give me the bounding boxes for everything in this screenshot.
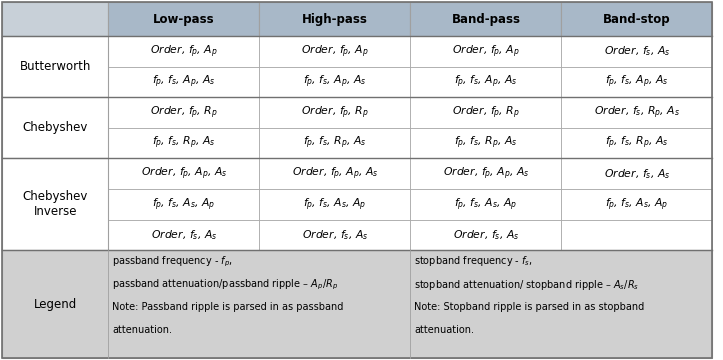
Bar <box>260 158 411 189</box>
Bar <box>561 2 712 36</box>
Text: $f_p$, $f_s$, $A_p$, $A_s$: $f_p$, $f_s$, $A_p$, $A_s$ <box>303 74 367 90</box>
Bar <box>2 67 108 97</box>
Bar <box>561 220 712 250</box>
Bar <box>260 2 411 36</box>
Bar <box>108 189 260 220</box>
Text: attenuation.: attenuation. <box>414 325 474 336</box>
Text: Low-pass: Low-pass <box>153 13 215 26</box>
Text: $f_p$, $f_s$, $R_p$, $A_s$: $f_p$, $f_s$, $R_p$, $A_s$ <box>152 135 215 151</box>
Bar <box>561 189 712 220</box>
Text: Order, $f_s$, $A_s$: Order, $f_s$, $A_s$ <box>301 228 368 242</box>
Text: High-pass: High-pass <box>302 13 368 26</box>
Bar <box>561 67 712 97</box>
Bar <box>108 97 260 128</box>
Text: $f_p$, $f_s$, $R_p$, $A_s$: $f_p$, $f_s$, $R_p$, $A_s$ <box>303 135 367 151</box>
Text: Order, $f_p$, $A_p$, $A_s$: Order, $f_p$, $A_p$, $A_s$ <box>291 166 378 182</box>
Text: $f_p$, $f_s$, $A_s$, $A_p$: $f_p$, $f_s$, $A_s$, $A_p$ <box>605 196 669 212</box>
Text: Order, $f_s$, $A_s$: Order, $f_s$, $A_s$ <box>604 44 670 58</box>
Bar <box>260 220 411 250</box>
Bar <box>108 2 260 36</box>
Text: Order, $f_p$, $A_p$: Order, $f_p$, $A_p$ <box>301 43 369 59</box>
Bar <box>260 128 411 158</box>
Bar <box>260 67 411 97</box>
Text: passband attenuation/passband ripple – $A_p$/$R_p$: passband attenuation/passband ripple – $… <box>112 278 338 292</box>
Bar <box>2 158 108 250</box>
Bar <box>411 128 561 158</box>
Bar <box>561 97 712 128</box>
Text: $f_p$, $f_s$, $R_p$, $A_s$: $f_p$, $f_s$, $R_p$, $A_s$ <box>605 135 669 151</box>
Text: Order, $f_p$, $A_p$: Order, $f_p$, $A_p$ <box>452 43 520 59</box>
Text: Note: Passband ripple is parsed in as passband: Note: Passband ripple is parsed in as pa… <box>112 302 344 312</box>
Bar <box>2 220 108 250</box>
Text: Chebyshev
Inverse: Chebyshev Inverse <box>22 190 88 219</box>
Text: Order, $f_p$, $A_p$, $A_s$: Order, $f_p$, $A_p$, $A_s$ <box>442 166 529 182</box>
Bar <box>2 189 108 220</box>
Bar <box>2 97 108 158</box>
Text: $f_p$, $f_s$, $A_p$, $A_s$: $f_p$, $f_s$, $A_p$, $A_s$ <box>605 74 669 90</box>
Bar <box>411 220 561 250</box>
Text: stopband frequency - $f_s$,: stopband frequency - $f_s$, <box>414 254 534 268</box>
Bar <box>2 2 108 36</box>
Bar <box>108 36 260 67</box>
Text: Order, $f_p$, $A_p$, $A_s$: Order, $f_p$, $A_p$, $A_s$ <box>140 166 227 182</box>
Text: attenuation.: attenuation. <box>112 325 172 336</box>
Bar <box>411 189 561 220</box>
Text: passband frequency - $f_p$,: passband frequency - $f_p$, <box>112 254 234 269</box>
Bar <box>2 128 108 158</box>
Text: Order, $f_p$, $R_p$: Order, $f_p$, $R_p$ <box>301 104 369 121</box>
Bar <box>108 158 260 189</box>
Bar <box>260 189 411 220</box>
Bar <box>561 36 712 67</box>
Bar <box>108 128 260 158</box>
Bar <box>108 67 260 97</box>
Text: $f_p$, $f_s$, $R_p$, $A_s$: $f_p$, $f_s$, $R_p$, $A_s$ <box>454 135 518 151</box>
Text: $f_p$, $f_s$, $A_p$, $A_s$: $f_p$, $f_s$, $A_p$, $A_s$ <box>454 74 518 90</box>
Text: Note: Stopband ripple is parsed in as stopband: Note: Stopband ripple is parsed in as st… <box>414 302 645 312</box>
Bar <box>2 158 108 189</box>
Text: Legend: Legend <box>33 298 77 311</box>
Text: Band-stop: Band-stop <box>603 13 671 26</box>
Text: Order, $f_s$, $A_s$: Order, $f_s$, $A_s$ <box>151 228 217 242</box>
Text: Chebyshev: Chebyshev <box>22 121 88 134</box>
Bar <box>2 97 108 128</box>
Text: Order, $f_s$, $R_p$, $A_s$: Order, $f_s$, $R_p$, $A_s$ <box>594 104 680 121</box>
Text: Band-pass: Band-pass <box>451 13 521 26</box>
Text: $f_p$, $f_s$, $A_s$, $A_p$: $f_p$, $f_s$, $A_s$, $A_p$ <box>303 196 367 212</box>
Text: Order, $f_s$, $A_s$: Order, $f_s$, $A_s$ <box>604 167 670 181</box>
Bar <box>260 97 411 128</box>
Text: Order, $f_s$, $A_s$: Order, $f_s$, $A_s$ <box>453 228 519 242</box>
Bar <box>411 2 561 36</box>
Bar <box>108 220 260 250</box>
Text: stopband attenuation/ stopband ripple – $A_s$/$R_s$: stopband attenuation/ stopband ripple – … <box>414 278 640 292</box>
Text: $f_p$, $f_s$, $A_p$, $A_s$: $f_p$, $f_s$, $A_p$, $A_s$ <box>152 74 215 90</box>
Text: $f_p$, $f_s$, $A_s$, $A_p$: $f_p$, $f_s$, $A_s$, $A_p$ <box>153 196 215 212</box>
Bar <box>561 158 712 189</box>
Text: Order, $f_p$, $A_p$: Order, $f_p$, $A_p$ <box>150 43 218 59</box>
Bar <box>2 36 108 97</box>
Bar <box>260 36 411 67</box>
Bar <box>411 36 561 67</box>
Text: Order, $f_p$, $R_p$: Order, $f_p$, $R_p$ <box>452 104 520 121</box>
Bar <box>411 67 561 97</box>
Text: $f_p$, $f_s$, $A_s$, $A_p$: $f_p$, $f_s$, $A_s$, $A_p$ <box>454 196 518 212</box>
Bar <box>411 97 561 128</box>
Text: Butterworth: Butterworth <box>20 60 91 73</box>
Bar <box>561 128 712 158</box>
Bar <box>411 158 561 189</box>
Text: Order, $f_p$, $R_p$: Order, $f_p$, $R_p$ <box>150 104 218 121</box>
Bar <box>2 250 712 358</box>
Bar <box>2 36 108 67</box>
